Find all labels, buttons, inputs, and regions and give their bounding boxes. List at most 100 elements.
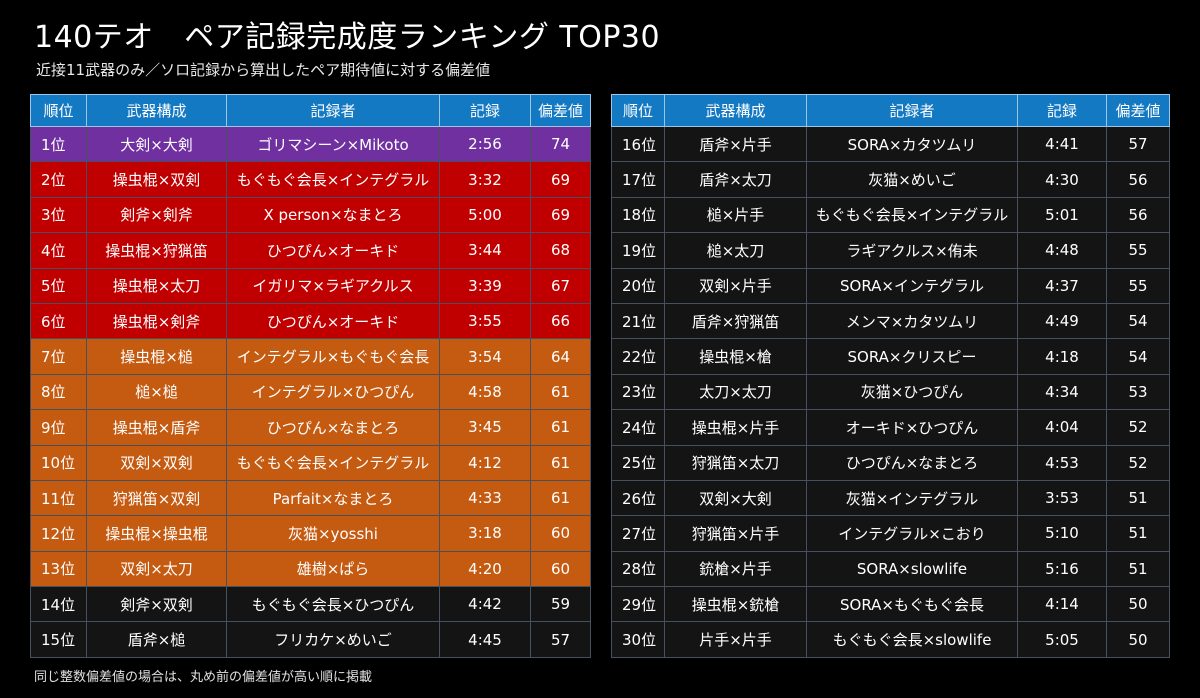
table-row: 4位 操虫棍×狩猟笛 ひつぴん×オーキド 3:44 68	[30, 232, 591, 269]
time-cell: 4:33	[439, 479, 531, 517]
table-row: 13位 双剣×太刀 雄樹×ぱら 4:20 60	[30, 550, 591, 588]
time-cell: 3:39	[439, 267, 531, 304]
ranking-body-left: 1位 大剣×大剣 ゴリマシーン×Mikoto 2:56 74 2位 操虫棍×双剣 もぐもぐ会長…	[30, 125, 591, 658]
header-weapons: 武器構成	[86, 94, 227, 127]
rank-cell: 8位	[30, 373, 87, 411]
rank-cell: 10位	[30, 444, 87, 481]
time-cell: 4:14	[1017, 586, 1107, 623]
recorders-cell: SORA×もぐもぐ会長	[806, 586, 1018, 623]
time-cell: 4:53	[1017, 444, 1107, 481]
score-cell: 51	[1106, 515, 1170, 552]
rank-cell: 7位	[30, 338, 87, 375]
weapons-cell: 操虫棍×狩猟笛	[86, 232, 227, 269]
weapons-cell: 槌×槌	[86, 373, 227, 411]
weapons-cell: 銃槍×片手	[664, 550, 807, 588]
recorders-cell: 灰猫×ひつぴん	[806, 373, 1018, 411]
table-row: 6位 操虫棍×剣斧 ひつぴん×オーキド 3:55 66	[30, 302, 591, 340]
recorders-cell: SORA×カタツムリ	[806, 125, 1018, 163]
recorders-cell: インテグラル×ひつぴん	[226, 373, 440, 411]
table-row: 16位 盾斧×片手 SORA×カタツムリ 4:41 57	[611, 125, 1170, 163]
weapons-cell: 双剣×双剣	[86, 444, 227, 481]
table-row: 22位 操虫棍×槍 SORA×クリスピー 4:18 54	[611, 338, 1170, 375]
table-row: 14位 剣斧×双剣 もぐもぐ会長×ひつぴん 4:42 59	[30, 586, 591, 623]
score-cell: 51	[1106, 550, 1170, 588]
time-cell: 4:37	[1017, 267, 1107, 304]
time-cell: 3:32	[439, 161, 531, 198]
rank-cell: 6位	[30, 302, 87, 340]
time-cell: 4:42	[439, 586, 531, 623]
header-score: 偏差値	[1106, 94, 1170, 127]
table-row: 29位 操虫棍×銃槍 SORA×もぐもぐ会長 4:14 50	[611, 586, 1170, 623]
rank-cell: 16位	[611, 125, 665, 163]
header-rank: 順位	[30, 94, 87, 127]
recorders-cell: もぐもぐ会長×ひつぴん	[226, 586, 440, 623]
score-cell: 59	[530, 586, 591, 623]
score-cell: 67	[530, 267, 591, 304]
header-time: 記録	[1017, 94, 1107, 127]
time-cell: 4:04	[1017, 409, 1107, 446]
header-recorders: 記録者	[806, 94, 1018, 127]
score-cell: 54	[1106, 338, 1170, 375]
recorders-cell: もぐもぐ会長×インテグラル	[226, 444, 440, 481]
recorders-cell: SORA×クリスピー	[806, 338, 1018, 375]
weapons-cell: 盾斧×片手	[664, 125, 807, 163]
table-row: 20位 双剣×片手 SORA×インテグラル 4:37 55	[611, 267, 1170, 304]
rank-cell: 9位	[30, 409, 87, 446]
header-row: 順位 武器構成 記録者 記録 偏差値	[30, 94, 591, 127]
weapons-cell: 片手×片手	[664, 621, 807, 658]
score-cell: 64	[530, 338, 591, 375]
score-cell: 61	[530, 409, 591, 446]
rank-cell: 20位	[611, 267, 665, 304]
weapons-cell: 太刀×太刀	[664, 373, 807, 411]
rank-cell: 13位	[30, 550, 87, 588]
weapons-cell: 操虫棍×片手	[664, 409, 807, 446]
rank-cell: 24位	[611, 409, 665, 446]
footnote: 同じ整数偏差値の場合は、丸め前の偏差値が高い順に掲載	[34, 670, 373, 685]
table-row: 8位 槌×槌 インテグラル×ひつぴん 4:58 61	[30, 373, 591, 411]
score-cell: 55	[1106, 232, 1170, 269]
time-cell: 4:41	[1017, 125, 1107, 163]
weapons-cell: 操虫棍×銃槍	[664, 586, 807, 623]
table-row: 15位 盾斧×槌 フリカケ×めいご 4:45 57	[30, 621, 591, 658]
time-cell: 5:01	[1017, 196, 1107, 234]
rank-cell: 15位	[30, 621, 87, 658]
rank-cell: 23位	[611, 373, 665, 411]
weapons-cell: 操虫棍×操虫棍	[86, 515, 227, 552]
weapons-cell: 大剣×大剣	[86, 125, 227, 163]
score-cell: 68	[530, 232, 591, 269]
time-cell: 3:55	[439, 302, 531, 340]
rank-cell: 12位	[30, 515, 87, 552]
recorders-cell: もぐもぐ会長×インテグラル	[226, 161, 440, 198]
rank-cell: 26位	[611, 479, 665, 517]
table-row: 18位 槌×片手 もぐもぐ会長×インテグラル 5:01 56	[611, 196, 1170, 234]
weapons-cell: 双剣×大剣	[664, 479, 807, 517]
score-cell: 50	[1106, 621, 1170, 658]
table-row: 21位 盾斧×狩猟笛 メンマ×カタツムリ 4:49 54	[611, 302, 1170, 340]
rank-cell: 3位	[30, 196, 87, 234]
time-cell: 4:48	[1017, 232, 1107, 269]
score-cell: 57	[530, 621, 591, 658]
rank-cell: 21位	[611, 302, 665, 340]
rank-cell: 4位	[30, 232, 87, 269]
score-cell: 52	[1106, 409, 1170, 446]
rank-cell: 14位	[30, 586, 87, 623]
recorders-cell: 灰猫×yosshi	[226, 515, 440, 552]
time-cell: 4:58	[439, 373, 531, 411]
recorders-cell: オーキド×ひつぴん	[806, 409, 1018, 446]
weapons-cell: 狩猟笛×片手	[664, 515, 807, 552]
header-row: 順位 武器構成 記録者 記録 偏差値	[611, 94, 1170, 127]
weapons-cell: 狩猟笛×太刀	[664, 444, 807, 481]
score-cell: 69	[530, 196, 591, 234]
rank-cell: 19位	[611, 232, 665, 269]
page-subtitle: 近接11武器のみ／ソロ記録から算出したペア期待値に対する偏差値	[36, 61, 491, 79]
rank-cell: 22位	[611, 338, 665, 375]
rank-cell: 30位	[611, 621, 665, 658]
score-cell: 50	[1106, 586, 1170, 623]
header-score: 偏差値	[530, 94, 591, 127]
recorders-cell: Parfait×なまとろ	[226, 479, 440, 517]
time-cell: 4:30	[1017, 161, 1107, 198]
recorders-cell: もぐもぐ会長×slowlife	[806, 621, 1018, 658]
time-cell: 3:44	[439, 232, 531, 269]
recorders-cell: ひつぴん×オーキド	[226, 232, 440, 269]
recorders-cell: ラギアクルス×侑未	[806, 232, 1018, 269]
